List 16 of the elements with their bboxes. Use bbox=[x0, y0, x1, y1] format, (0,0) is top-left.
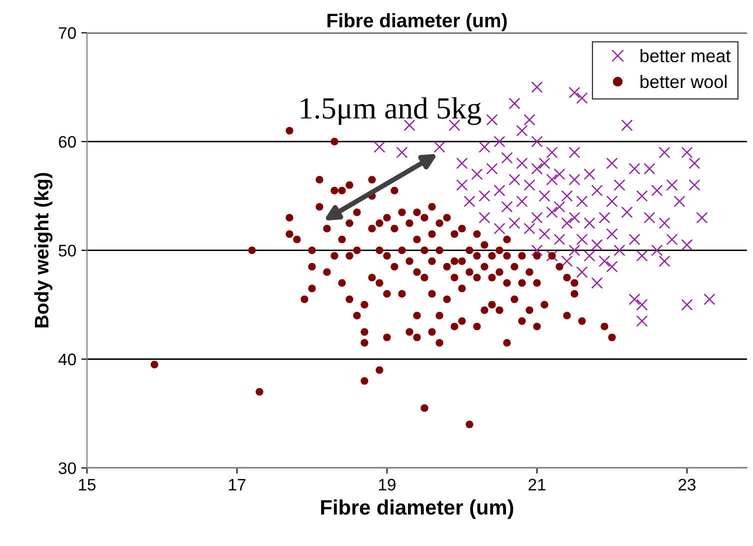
legend-label: better wool bbox=[640, 74, 727, 88]
x-tick-label: 23 bbox=[678, 478, 696, 491]
y-tick-label: 70 bbox=[58, 27, 76, 39]
legend-label: better meat bbox=[640, 49, 731, 62]
x-tick-label: 19 bbox=[378, 478, 396, 491]
x-tick-label: 17 bbox=[228, 478, 246, 490]
annotation: 1.5μm and 5kg bbox=[300, 97, 482, 125]
x-axis-title: Fibre diameter (um) bbox=[321, 499, 514, 519]
x-tick-label: 21 bbox=[528, 478, 546, 490]
y-tick-label: 30 bbox=[58, 462, 76, 474]
y-tick-label: 40 bbox=[58, 354, 76, 366]
chart-title: Fibre diameter (um) bbox=[328, 13, 507, 32]
y-tick-label: 60 bbox=[58, 136, 76, 148]
y-tick-label: 50 bbox=[58, 244, 76, 257]
x-tick-label: 15 bbox=[78, 478, 96, 491]
y-axis-title: Body weight (kg) bbox=[34, 172, 52, 328]
